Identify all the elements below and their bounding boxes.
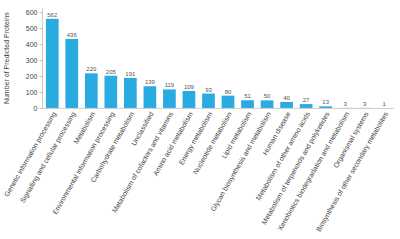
bar: [163, 89, 176, 108]
bar: [104, 76, 117, 109]
data-label: 109: [184, 84, 195, 90]
x-tick-label: Energy metabolism: [177, 110, 214, 166]
bar: [280, 102, 293, 108]
data-label: 3: [363, 101, 367, 107]
data-label: 27: [303, 97, 310, 103]
data-label: 220: [86, 66, 97, 72]
bars: [46, 19, 391, 109]
x-tick-label: Glycan biosynthesis and metabolism: [209, 110, 273, 213]
bar: [222, 96, 235, 109]
x-tick-label: Metabolism of terpenoids and polyketides: [260, 110, 332, 226]
y-tick: [39, 60, 42, 61]
data-label: 1: [383, 101, 387, 107]
bar: [124, 78, 137, 108]
y-tick: [39, 108, 42, 109]
bar: [241, 100, 254, 108]
y-tick: [39, 76, 42, 77]
y-tick-label: 300: [26, 57, 38, 64]
data-label: 13: [322, 99, 329, 105]
y-tick-label: 500: [26, 25, 38, 32]
y-tick-label: 400: [26, 41, 38, 48]
data-label: 93: [205, 87, 212, 93]
chart: Genetic information processingSignalling…: [0, 0, 400, 239]
data-label: 436: [67, 32, 78, 38]
y-tick: [39, 44, 42, 45]
bar: [261, 100, 274, 108]
x-tick-label: Organismal systems: [332, 110, 371, 169]
y-axis-label: Number of Predicted Proteins: [3, 12, 10, 104]
x-tick-label: Carbohydrate metabolism: [89, 110, 136, 184]
bar: [65, 39, 78, 108]
data-label: 191: [125, 71, 136, 77]
data-label: 139: [145, 79, 156, 85]
data-label: 3: [344, 101, 348, 107]
y-tick-label: 100: [26, 89, 38, 96]
bar: [144, 86, 157, 108]
y-tick: [39, 92, 42, 93]
y-tick-label: 600: [26, 9, 38, 16]
y-tick: [39, 12, 42, 13]
bar: [85, 73, 98, 108]
data-label: 119: [165, 82, 175, 88]
data-label: 205: [106, 69, 117, 75]
data-label: 51: [244, 93, 251, 99]
y-axis-line: [42, 8, 43, 108]
data-label: 80: [225, 89, 232, 95]
y-tick-label: 0: [34, 105, 38, 112]
x-axis-line: [42, 108, 394, 109]
bar: [300, 104, 313, 108]
data-label: 562: [47, 12, 58, 18]
bar: [202, 94, 215, 109]
x-tick-label: Xenobiotics biodegradation and metabolis…: [276, 110, 351, 232]
y-tick: [39, 28, 42, 29]
data-label: 40: [283, 95, 290, 101]
bar: [46, 19, 59, 109]
bar: [183, 91, 196, 108]
x-tick-label: Biosynthesis of other secondary metaboli…: [315, 110, 391, 233]
data-label: 50: [264, 93, 271, 99]
y-tick-label: 200: [26, 73, 38, 80]
